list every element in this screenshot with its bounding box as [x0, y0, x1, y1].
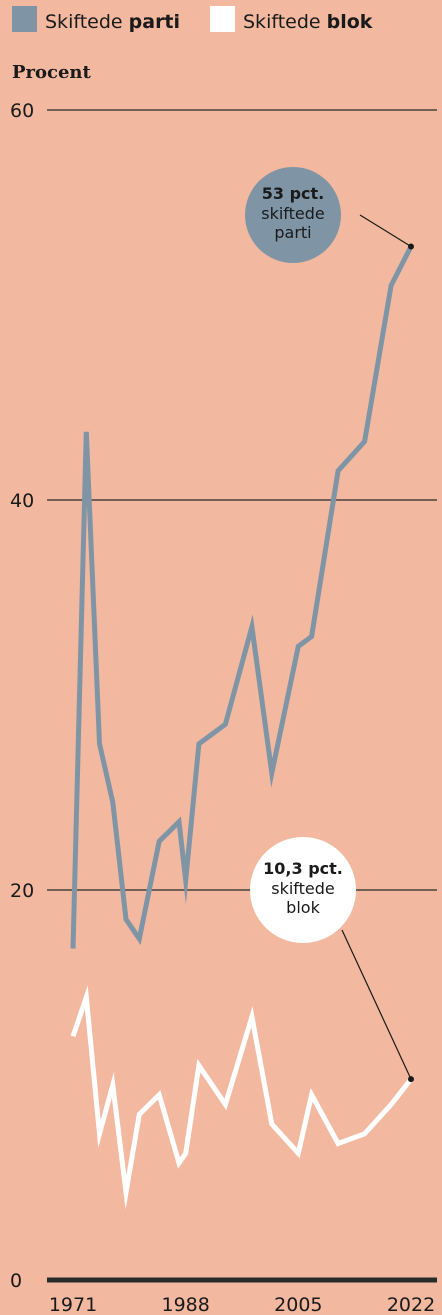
annotation-line2: parti	[274, 223, 311, 242]
annotation-endpoint	[408, 243, 414, 250]
annotation-line1: skiftede	[261, 204, 325, 223]
grid: 0 20 40 60	[10, 100, 437, 1292]
legend-swatch-parti	[12, 6, 37, 32]
x-axis: 1971 1988 2005 2022	[49, 1294, 435, 1315]
y-axis-title: Procent	[12, 62, 92, 83]
legend-swatch-blok	[210, 6, 235, 32]
x-tick-label: 1988	[161, 1294, 209, 1315]
x-tick-label: 2005	[274, 1294, 322, 1315]
annotation-leader	[359, 214, 412, 248]
annotation-line1: skiftede	[271, 879, 335, 898]
annotation-leader	[341, 929, 412, 1080]
annotation-bubble	[250, 837, 356, 943]
y-tick-label: 20	[10, 880, 34, 902]
annotation-bubble	[245, 167, 341, 263]
y-tick-label: 60	[10, 100, 34, 122]
x-tick-label: 2022	[387, 1294, 435, 1315]
annotation-value: 10,3 pct.	[263, 859, 343, 878]
annotation-endpoint	[408, 1076, 414, 1083]
series-line-blok	[70, 985, 413, 1210]
series-group	[70, 245, 414, 1210]
annotation-value: 53 pct.	[262, 184, 325, 203]
y-tick-label: 40	[10, 490, 34, 512]
x-tick-label: 1971	[49, 1294, 97, 1315]
legend-label-blok: Skiftede blok	[243, 11, 373, 33]
y-tick-label: 0	[10, 1270, 22, 1292]
legend: Skiftede parti Skiftede blok	[12, 6, 373, 33]
annotation-line2: blok	[286, 898, 320, 917]
series-line-parti	[70, 245, 414, 949]
legend-label-parti: Skiftede parti	[45, 11, 180, 33]
